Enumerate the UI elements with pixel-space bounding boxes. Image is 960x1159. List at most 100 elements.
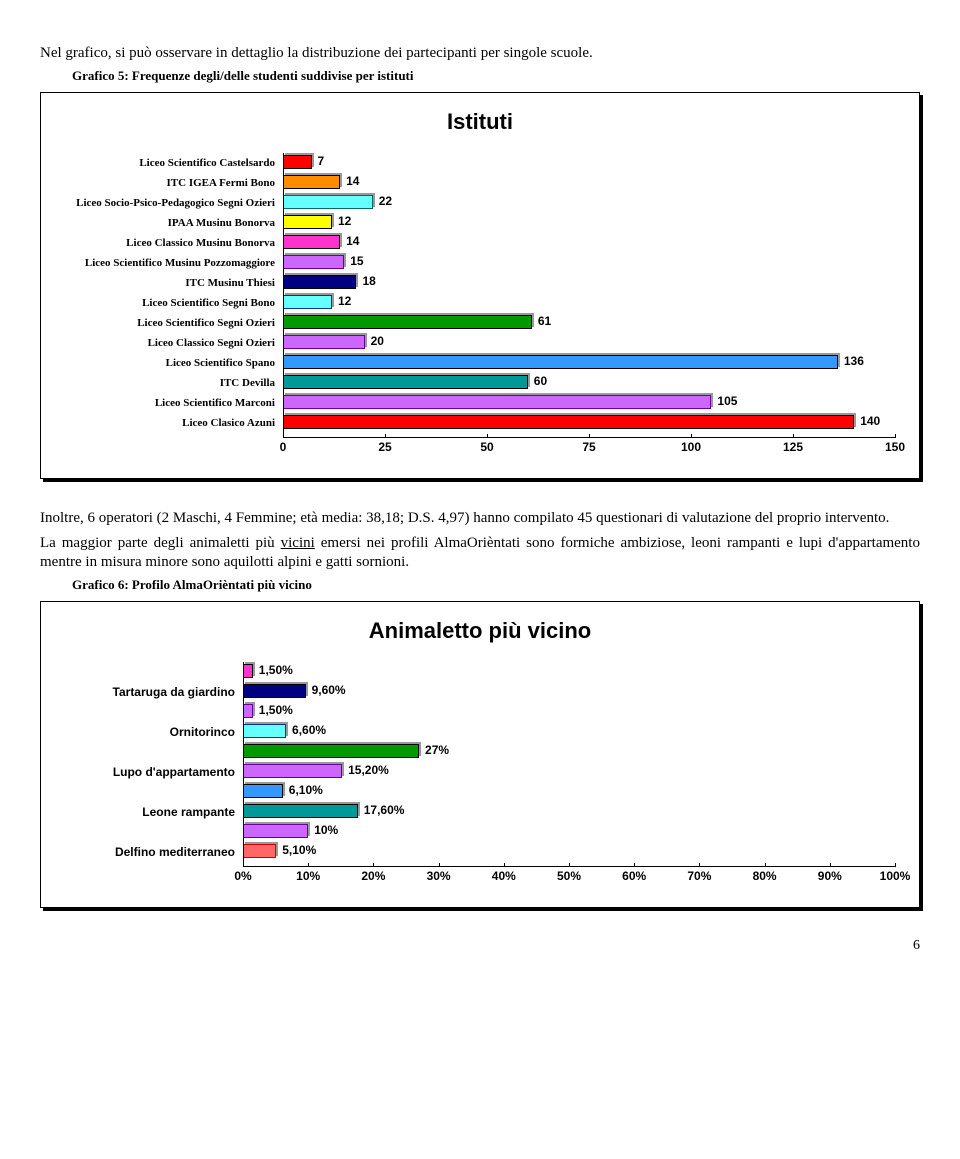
bar-value: 20 bbox=[371, 334, 384, 348]
axis-tick: 100% bbox=[880, 869, 911, 883]
bar-value: 14 bbox=[346, 234, 359, 248]
bar-row: Liceo Scientifico Marconi 105 bbox=[65, 393, 895, 413]
bar-value: 10% bbox=[314, 823, 338, 837]
bar bbox=[283, 255, 344, 269]
bar bbox=[243, 664, 253, 678]
bar-value: 17,60% bbox=[364, 803, 405, 817]
bar-label: Liceo Scientifico Musinu Pozzomaggiore bbox=[65, 257, 283, 269]
bar-value: 9,60% bbox=[312, 683, 346, 697]
bar-value: 105 bbox=[717, 394, 737, 408]
axis-tick: 0 bbox=[280, 440, 287, 454]
bar bbox=[283, 335, 365, 349]
bar-label: Liceo Scientifico Spano bbox=[65, 357, 283, 369]
bar-value: 1,50% bbox=[259, 703, 293, 717]
axis-tick: 60% bbox=[622, 869, 646, 883]
bar-row: IPAA Musinu Bonorva12 bbox=[65, 213, 895, 233]
page-number: 6 bbox=[40, 938, 920, 954]
axis-tick: 125 bbox=[783, 440, 803, 454]
bar-label: Liceo Socio-Psico-Pedagogico Segni Ozier… bbox=[65, 197, 283, 209]
bar-value: 61 bbox=[538, 314, 551, 328]
bar bbox=[243, 744, 419, 758]
bar-label: Liceo Classico Musinu Bonorva bbox=[65, 237, 283, 249]
bar-row: Liceo Scientifico Segni Bono 12 bbox=[65, 293, 895, 313]
bar-label: Liceo Scientifico Segni Ozieri bbox=[65, 317, 283, 329]
chart1-caption: Grafico 5: Frequenze degli/delle student… bbox=[72, 68, 920, 84]
bar-row: Liceo Classico Musinu Bonorva 14 bbox=[65, 233, 895, 253]
bar bbox=[283, 275, 356, 289]
axis-tick: 40% bbox=[492, 869, 516, 883]
bar-label: Liceo Scientifico Marconi bbox=[65, 397, 283, 409]
bar bbox=[243, 824, 308, 838]
axis-tick: 100 bbox=[681, 440, 701, 454]
bar bbox=[283, 235, 340, 249]
bar-label: Ornitorinco bbox=[65, 725, 243, 739]
bar bbox=[283, 415, 854, 429]
chart2-frame: Animaletto più vicino 1,50%Tartaruga da … bbox=[40, 601, 920, 908]
bar bbox=[243, 724, 286, 738]
bar-label: Liceo Classico Segni Ozieri bbox=[65, 337, 283, 349]
bar-label: Lupo d'appartamento bbox=[65, 765, 243, 779]
axis-tick: 80% bbox=[753, 869, 777, 883]
intro-text: Nel grafico, si può osservare in dettagl… bbox=[40, 45, 920, 62]
bar-value: 15,20% bbox=[348, 763, 389, 777]
bar bbox=[283, 315, 532, 329]
bar-label: ITC Musinu Thiesi bbox=[65, 277, 283, 289]
bar-value: 7 bbox=[318, 154, 325, 168]
bar-row: Liceo Scientifico Castelsardo7 bbox=[65, 153, 895, 173]
bar bbox=[283, 215, 332, 229]
bar-row: 27% bbox=[65, 742, 895, 762]
bar bbox=[243, 764, 342, 778]
bar-row: Liceo Clasico Azuni 140 bbox=[65, 413, 895, 433]
bar bbox=[283, 375, 528, 389]
chart2-caption: Grafico 6: Profilo AlmaOrièntati più vic… bbox=[72, 577, 920, 593]
bar-row: Liceo Scientifico Segni Ozieri 61 bbox=[65, 313, 895, 333]
axis-tick: 20% bbox=[361, 869, 385, 883]
bar-row: Tartaruga da giardino 9,60% bbox=[65, 682, 895, 702]
bar-label: Liceo Scientifico Segni Bono bbox=[65, 297, 283, 309]
bar-value: 60 bbox=[534, 374, 547, 388]
axis-tick: 10% bbox=[296, 869, 320, 883]
bar-value: 15 bbox=[350, 254, 363, 268]
bar-value: 1,50% bbox=[259, 663, 293, 677]
bar bbox=[283, 355, 838, 369]
axis-tick: 50% bbox=[557, 869, 581, 883]
axis-tick: 75 bbox=[582, 440, 595, 454]
axis-tick: 150 bbox=[885, 440, 905, 454]
axis-tick: 25 bbox=[378, 440, 391, 454]
bar-row: Liceo Scientifico Musinu Pozzomaggiore 15 bbox=[65, 253, 895, 273]
bar-label: IPAA Musinu Bonorva bbox=[65, 217, 283, 229]
bar-row: Leone rampante17,60% bbox=[65, 802, 895, 822]
chart1-plot: Liceo Scientifico Castelsardo7 ITC IGEA F… bbox=[65, 153, 895, 456]
bar-row: Liceo Classico Segni Ozieri 20 bbox=[65, 333, 895, 353]
axis-tick: 50 bbox=[480, 440, 493, 454]
bar-row: 6,10% bbox=[65, 782, 895, 802]
bar-value: 27% bbox=[425, 743, 449, 757]
bar-value: 6,60% bbox=[292, 723, 326, 737]
bar-row: Ornitorinco 6,60% bbox=[65, 722, 895, 742]
bar-value: 12 bbox=[338, 294, 351, 308]
bar-label: Liceo Clasico Azuni bbox=[65, 417, 283, 429]
chart1-frame: Istituti Liceo Scientifico Castelsardo7I… bbox=[40, 92, 920, 479]
bar-label: Tartaruga da giardino bbox=[65, 685, 243, 699]
bar-value: 6,10% bbox=[289, 783, 323, 797]
bar-row: ITC Musinu Thiesi 18 bbox=[65, 273, 895, 293]
bar-row: Liceo Socio-Psico-Pedagogico Segni Ozier… bbox=[65, 193, 895, 213]
bar bbox=[243, 704, 253, 718]
bar-label: ITC IGEA Fermi Bono bbox=[65, 177, 283, 189]
chart2-plot: 1,50% Tartaruga da giardino 9,60% 1,50% Orni… bbox=[65, 662, 895, 885]
body-paragraph-1: Inoltre, 6 operatori (2 Maschi, 4 Femmin… bbox=[40, 509, 920, 528]
bar-value: 14 bbox=[346, 174, 359, 188]
bar bbox=[243, 804, 358, 818]
body-paragraph-2: La maggior parte degli animaletti più vi… bbox=[40, 534, 920, 572]
bar-value: 22 bbox=[379, 194, 392, 208]
bar-value: 5,10% bbox=[282, 843, 316, 857]
bar-row: 1,50% bbox=[65, 702, 895, 722]
bar-value: 140 bbox=[860, 414, 880, 428]
axis-tick: 30% bbox=[427, 869, 451, 883]
bar-value: 136 bbox=[844, 354, 864, 368]
bar bbox=[283, 295, 332, 309]
bar-row: Lupo d'appartamento 15,20% bbox=[65, 762, 895, 782]
axis-tick: 0% bbox=[234, 869, 251, 883]
bar-value: 18 bbox=[362, 274, 375, 288]
bar bbox=[243, 684, 306, 698]
